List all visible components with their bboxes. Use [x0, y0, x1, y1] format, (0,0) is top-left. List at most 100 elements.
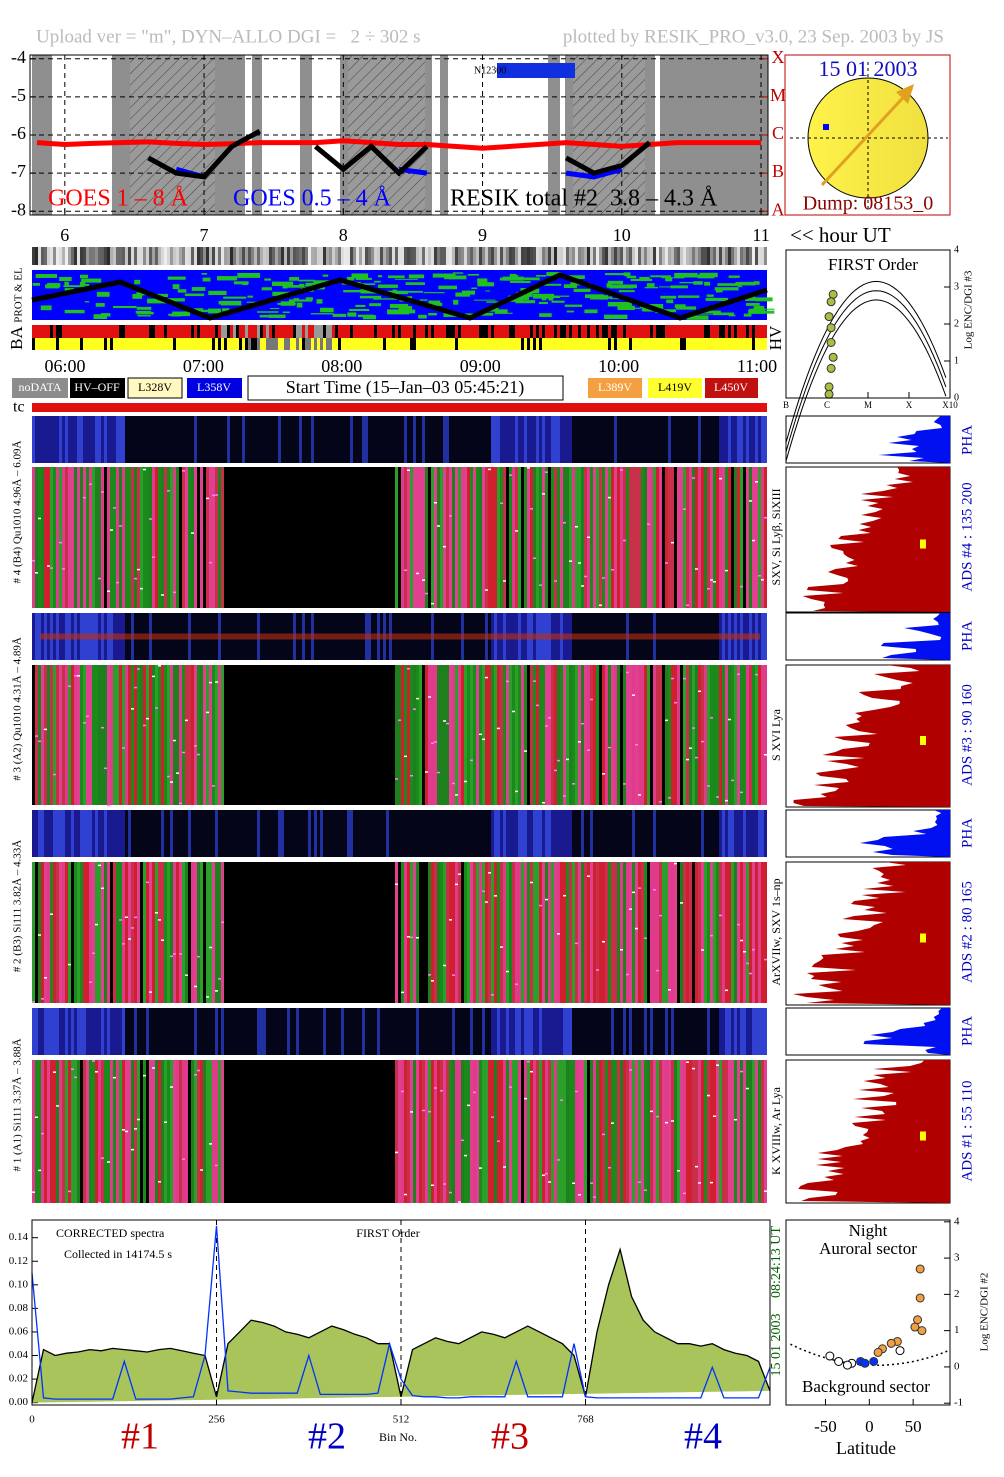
status-cell	[47, 247, 50, 265]
heatmap-cell	[185, 416, 188, 463]
heatmap-cell	[539, 1060, 542, 1203]
status-cell	[749, 247, 752, 265]
heatmap-streak	[125, 1130, 128, 1133]
heatmap-cell	[275, 416, 278, 463]
status-cell	[35, 338, 38, 350]
heatmap-cell	[506, 862, 509, 1003]
heatmap-cell	[590, 1008, 593, 1055]
heatmap-cell	[71, 810, 74, 857]
heatmap-cell	[245, 1060, 248, 1203]
heatmap-cell	[680, 1008, 683, 1055]
heatmap-cell	[617, 862, 620, 1003]
status-cell	[671, 338, 674, 350]
heatmap-cell	[38, 810, 41, 857]
heatmap-cell	[329, 1060, 332, 1203]
prot-cell	[584, 309, 598, 314]
heatmap-cell	[662, 467, 665, 608]
heatmap-cell	[107, 862, 110, 1003]
status-cell	[209, 325, 212, 338]
status-cell	[284, 247, 287, 265]
status-cell	[590, 338, 593, 350]
heatmap-cell	[425, 862, 428, 1003]
heatmap-streak	[527, 1060, 530, 1063]
status-cell	[464, 325, 467, 338]
heatmap-cell	[149, 467, 152, 608]
status-cell	[698, 247, 701, 265]
heatmap-streak	[134, 686, 137, 689]
heatmap-streak	[434, 1087, 437, 1089]
heatmap-cell	[146, 862, 149, 1003]
heatmap-cell	[383, 1008, 386, 1055]
heatmap-cell	[170, 416, 173, 463]
heatmap-cell	[734, 1008, 737, 1055]
status-cell	[320, 325, 323, 338]
heatmap-streak	[506, 970, 509, 973]
heatmap-cell	[506, 665, 509, 805]
status-cell	[86, 338, 89, 350]
status-cell	[431, 338, 434, 350]
heatmap-cell	[158, 467, 161, 608]
heatmap-cell	[320, 1060, 323, 1203]
heatmap-cell	[491, 810, 494, 857]
heatmap-cell	[494, 1008, 497, 1055]
heatmap-cell	[389, 1060, 392, 1203]
status-cell	[674, 325, 677, 338]
prot-cell	[369, 303, 382, 307]
heatmap-cell	[167, 467, 170, 608]
status-cell	[32, 338, 35, 350]
prot-cell	[461, 290, 476, 295]
heatmap-cell	[605, 416, 608, 463]
heatmap-cell	[248, 416, 251, 463]
heatmap-cell	[623, 467, 626, 608]
heatmap-streak	[557, 933, 560, 935]
heatmap-streak	[431, 980, 434, 982]
heatmap-cell	[749, 665, 752, 805]
x-tick-label: C	[824, 400, 830, 410]
heatmap-cell	[398, 810, 401, 857]
status-cell	[635, 325, 638, 338]
heatmap-cell	[446, 810, 449, 857]
heatmap-cell	[611, 665, 614, 805]
status-cell	[482, 338, 485, 350]
prot-cell	[515, 300, 536, 304]
annotation: Background sector	[802, 1377, 930, 1396]
heatmap-cell	[653, 862, 656, 1003]
heatmap-cell	[704, 810, 707, 857]
prot-cell	[553, 295, 570, 297]
heatmap-cell	[164, 467, 167, 608]
heatmap-streak	[554, 769, 557, 772]
status-cell	[83, 338, 86, 350]
heatmap-streak	[602, 1133, 605, 1136]
heatmap-cell	[377, 1060, 380, 1203]
heatmap-cell	[125, 467, 128, 608]
heatmap-cell	[332, 810, 335, 857]
heatmap-cell	[620, 862, 623, 1003]
heatmap-cell	[86, 665, 89, 805]
prot-cell	[735, 282, 742, 286]
status-cell	[563, 247, 566, 265]
detector-label: # 1 (A1) Si111 3.37Å – 3.88Å	[12, 1038, 24, 1171]
status-cell	[197, 247, 200, 265]
heatmap-streak	[515, 790, 518, 793]
heatmap-streak	[35, 1116, 38, 1118]
heatmap-cell	[374, 862, 377, 1003]
heatmap-cell	[68, 1008, 71, 1055]
heatmap-streak	[110, 529, 113, 531]
heatmap-cell	[710, 467, 713, 608]
heatmap-cell	[659, 1060, 662, 1203]
heatmap-cell	[65, 416, 68, 463]
heatmap-cell	[545, 862, 548, 1003]
prot-cell	[63, 285, 85, 288]
heatmap-cell	[149, 1008, 152, 1055]
prot-cell	[564, 304, 583, 307]
heatmap-cell	[587, 862, 590, 1003]
heatmap-cell	[710, 810, 713, 857]
status-cell	[455, 338, 458, 350]
heatmap-cell	[143, 1008, 146, 1055]
heatmap-cell	[89, 467, 92, 608]
status-cell	[314, 338, 317, 350]
heatmap-cell	[392, 1060, 395, 1203]
heatmap-cell	[716, 810, 719, 857]
heatmap-cell	[617, 665, 620, 805]
heatmap-cell	[701, 810, 704, 857]
